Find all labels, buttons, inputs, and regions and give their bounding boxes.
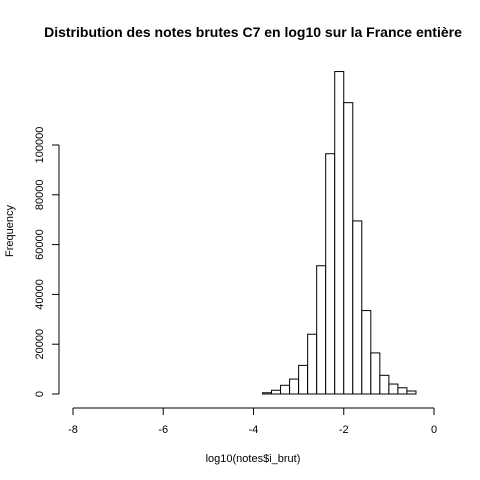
histogram-bar: [388, 383, 399, 395]
histogram-bar: [370, 352, 381, 395]
x-axis-label: log10(notes$i_brut): [206, 453, 301, 465]
chart-title: Distribution des notes brutes C7 en log1…: [44, 24, 462, 40]
y-tick-label: 100000: [34, 127, 46, 164]
y-tick-label: 80000: [34, 180, 46, 211]
histogram-bar: [289, 378, 300, 395]
x-tick-label: -6: [158, 424, 168, 436]
histogram-bar: [280, 384, 291, 395]
y-tick-label: 60000: [34, 229, 46, 260]
y-axis: 0 20000 40000 60000 80000 100000: [34, 127, 60, 397]
histogram-bar: [334, 71, 345, 395]
histogram-bar: [406, 390, 417, 395]
y-axis-label: Frequency: [4, 205, 16, 257]
x-tick-label: -4: [249, 424, 259, 436]
x-tick-label: 0: [431, 424, 437, 436]
histogram-bar: [352, 220, 363, 395]
histogram-bar: [307, 333, 318, 395]
histogram-bar: [325, 153, 336, 395]
histogram-bar: [379, 374, 390, 395]
histogram-bar: [262, 392, 273, 395]
histogram-bar: [397, 387, 408, 395]
x-tick-label: -2: [339, 424, 349, 436]
histogram-bar: [298, 364, 309, 395]
histogram-bar: [361, 310, 372, 395]
histogram-bar: [271, 389, 282, 395]
x-tick-label: -8: [68, 424, 78, 436]
y-tick-label: 0: [34, 391, 46, 397]
histogram-bar: [343, 102, 354, 395]
histogram-bar: [316, 265, 327, 395]
x-axis: -8 -6 -4 -2 0: [68, 407, 437, 436]
y-tick-label: 20000: [34, 329, 46, 360]
bars: [262, 71, 417, 395]
y-tick-label: 40000: [34, 279, 46, 310]
